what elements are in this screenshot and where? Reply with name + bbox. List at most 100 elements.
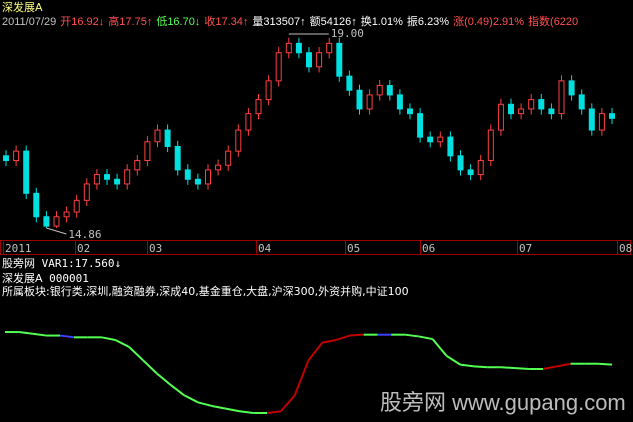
indicator-segment [556,362,571,368]
month-tick [256,241,257,255]
candle-body [104,174,110,180]
indicator-segment [598,362,613,366]
close-label: 收 [204,16,216,28]
candle-body [417,113,424,138]
month-label: 03 [149,242,163,255]
candle-body [205,169,211,185]
candle-body [53,216,60,227]
index-label: 指数 [528,16,551,28]
candle-body [598,113,605,131]
indicator-segment [473,365,488,369]
candle-body [23,150,30,194]
indicator-segment [142,359,158,375]
candle-body [33,192,40,218]
candle-body [174,145,181,171]
candle-body [356,89,363,110]
candle-body [508,103,514,115]
candle-body [437,136,444,143]
candle-body [538,99,545,110]
indicator-segment [183,394,199,404]
low-label: 低 [156,16,168,28]
candle-body [306,52,312,68]
down-arrow-icon: ↓ [114,257,122,270]
candle-body [13,150,20,162]
candle-body [457,155,464,171]
low-value: 16.70 [167,16,195,28]
month-label: 05 [347,242,361,255]
indicator-segment [418,335,433,341]
indicator-segment [431,338,448,357]
candle-body [497,103,504,131]
indicator-segment [307,341,324,361]
candlestick-chart[interactable] [0,0,633,240]
candle-body [124,169,131,185]
close-value: 17.34 [215,16,243,28]
candle-body [184,169,191,180]
candle-body [215,164,222,171]
quote-bar: 2011/07/29 开 16.92 ↓ 高 17.75 ↑ 低 16.70 ↓ 收 17.34 ↑ 量 3… [2,16,578,29]
candle-body [386,85,393,96]
indicator-segment [225,407,240,413]
stock-info: 深发展A 000001 [2,272,89,285]
indicator-segment [515,367,530,370]
indicator-segment [266,410,282,414]
watermark: 股旁网 www.gupang.com [380,390,626,415]
indicator-segment [322,338,337,344]
candle-body [245,113,252,131]
candle-body [93,174,100,185]
indicator-segment [445,354,461,366]
candle-body [568,80,575,96]
amplitude-label: 振 [406,16,418,28]
indicator-segment [169,384,185,397]
stock-name: 深发展A [2,1,43,14]
candle-body [336,42,343,77]
amplitude-value: 6.23% [417,16,450,28]
month-label: 08 [619,242,633,255]
candle-body [447,136,454,157]
info-stock-name: 深发展A [2,272,43,285]
indicator-value: VAR1:17.560 [41,257,115,270]
month-tick [345,241,346,255]
candle-body [588,108,595,131]
candle-body [73,199,80,213]
candle-body [265,80,272,101]
up-arrow-icon: ↑ [242,16,249,28]
candle-body [154,129,161,143]
month-tick [420,241,421,255]
month-label: 04 [258,242,272,255]
candle-body [407,108,413,115]
indicator-segment [404,333,419,338]
candle-body [285,42,292,54]
indicator-header: 股旁网 VAR1:17.560↓ [2,257,121,270]
candle-body [194,178,201,185]
month-tick [617,241,618,255]
indicator-segment [101,336,116,341]
month-tick [75,241,76,255]
indicator-title: 股旁网 [2,257,35,270]
max-price-label: 19.00 [330,27,364,40]
candle-body [528,99,535,110]
min-price-label: 14.86 [68,228,102,241]
candle-body [558,80,565,115]
candle-body [609,113,615,119]
candle-body [144,141,151,162]
high-label: 高 [108,16,120,28]
turnover-label: 换 [360,16,372,28]
indicator-segment [542,365,558,370]
change-label: 涨 [453,16,465,28]
candle-body [3,155,9,162]
candle-body [467,169,474,176]
month-label: 06 [422,242,436,255]
indicator-segment [18,331,33,335]
up-arrow-icon: ↑ [146,16,153,28]
candle-body [578,94,585,110]
up-arrow-icon: ↑ [351,16,357,28]
candle-body [366,94,373,110]
indicator-segment [280,394,296,412]
month-label: 02 [77,242,91,255]
indicator-segment [293,359,310,396]
month-tick [517,241,518,255]
candle-body [548,108,555,115]
indicator-segment [114,339,130,348]
